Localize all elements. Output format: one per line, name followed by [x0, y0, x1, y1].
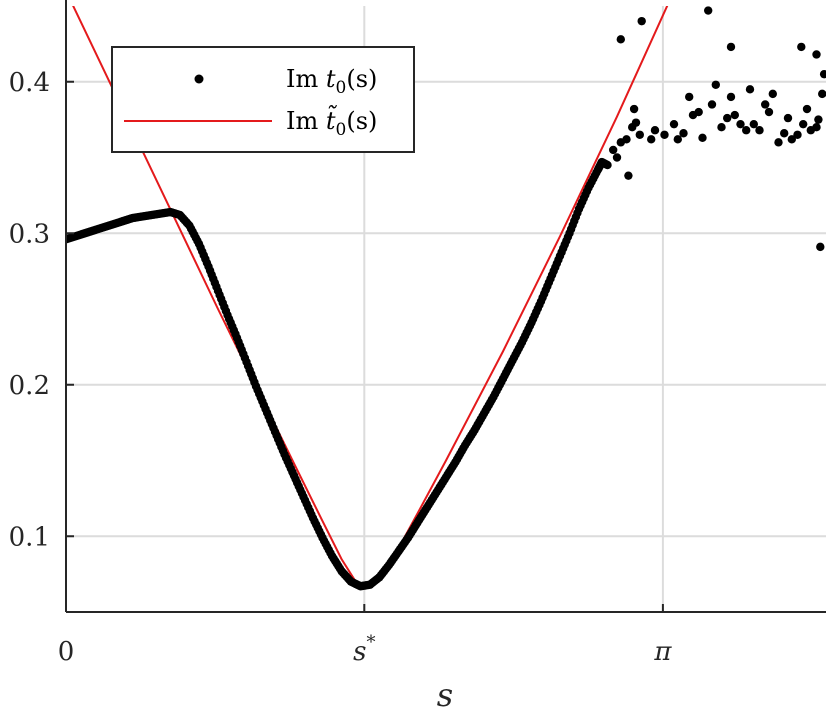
data-point	[637, 16, 646, 26]
x-tick-label: π	[653, 637, 672, 667]
data-point	[780, 129, 789, 138]
data-point	[723, 113, 732, 123]
y-tick-label: 0.2	[9, 371, 50, 401]
y-tick-labels: 0.1 0.2 0.3 0.4	[9, 68, 50, 553]
data-point	[711, 80, 720, 89]
data-point	[629, 104, 639, 114]
y-tick-label: 0.1	[9, 522, 50, 552]
data-point	[819, 69, 826, 79]
data-point	[797, 42, 806, 52]
data-point	[814, 115, 823, 124]
data-dot-series	[66, 6, 826, 591]
data-point	[624, 171, 633, 180]
data-point	[745, 85, 755, 94]
data-point	[631, 118, 641, 127]
data-point	[707, 100, 717, 109]
data-point	[726, 42, 736, 52]
data-point	[730, 110, 739, 120]
data-point	[612, 153, 622, 162]
legend-label: Im t0(s)	[286, 65, 377, 98]
legend: Im t0(s) Im t̃0(s)	[111, 46, 415, 153]
data-point	[679, 129, 688, 138]
data-point	[647, 135, 656, 144]
data-point	[783, 113, 793, 123]
data-point	[816, 242, 825, 252]
data-point	[806, 126, 815, 135]
data-point	[698, 133, 707, 143]
y-tick-label: 0.4	[9, 68, 50, 98]
data-point	[635, 130, 644, 139]
data-point	[742, 126, 751, 135]
data-point	[812, 50, 821, 59]
data-point	[609, 145, 618, 155]
data-point	[818, 89, 826, 99]
x-tick-labels: 0 s* π	[58, 632, 673, 667]
axes	[65, 0, 826, 613]
data-point	[774, 138, 783, 147]
x-tick-label: s*	[353, 632, 375, 667]
x-axis-title: s	[437, 676, 453, 714]
data-point	[717, 123, 726, 132]
data-point	[764, 107, 774, 117]
data-point	[694, 107, 703, 117]
legend-box	[111, 46, 415, 153]
plot-area	[66, 6, 826, 591]
data-point	[622, 135, 631, 144]
data-point	[793, 130, 802, 139]
data-point	[673, 135, 682, 144]
legend-dot-swatch	[194, 74, 204, 84]
data-point	[799, 119, 808, 129]
legend-label: Im t̃0(s)	[286, 104, 377, 140]
data-point	[726, 92, 736, 102]
y-tick-label: 0.3	[9, 219, 50, 249]
data-point	[755, 126, 764, 135]
data-point	[736, 119, 745, 129]
x-tick-label: 0	[58, 637, 75, 667]
data-point	[650, 126, 660, 135]
data-point	[768, 89, 777, 99]
data-point	[685, 92, 694, 102]
data-point	[603, 160, 612, 170]
data-point	[669, 119, 679, 129]
data-point	[749, 119, 758, 129]
data-point	[787, 135, 796, 144]
data-point	[660, 130, 669, 139]
data-point	[761, 100, 770, 109]
data-point	[704, 6, 713, 15]
data-point	[616, 35, 625, 44]
data-point	[802, 104, 812, 114]
